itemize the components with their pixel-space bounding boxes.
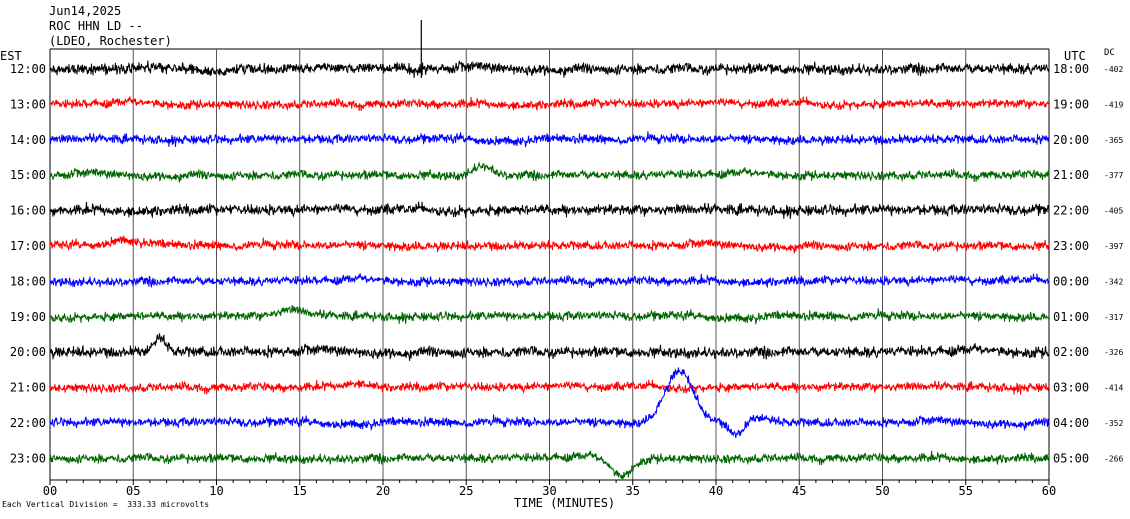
row-label-left: 14:00	[10, 133, 46, 147]
station-source: (LDEO, Rochester)	[49, 34, 172, 48]
row-label-left: 15:00	[10, 168, 46, 182]
x-tick-label: 05	[126, 484, 140, 498]
row-label-right: 01:00	[1053, 310, 1089, 324]
row-label-left: 16:00	[10, 204, 46, 218]
row-label-right: 02:00	[1053, 345, 1089, 359]
trace-1200	[49, 60, 1050, 79]
row-label-right: 21:00	[1053, 168, 1089, 182]
x-axis-title: TIME (MINUTES)	[514, 496, 616, 510]
dc-offset-header: DC	[1104, 48, 1115, 58]
left-timezone-label: EST	[0, 49, 22, 63]
row-label-left: 21:00	[10, 381, 46, 395]
trace-2100	[49, 379, 1050, 395]
x-tick-label: 35	[626, 484, 640, 498]
x-tick-label: 00	[43, 484, 57, 498]
row-label-left: 12:00	[10, 62, 46, 76]
row-label-left: 19:00	[10, 310, 46, 324]
x-tick-label: 60	[1042, 484, 1056, 498]
x-tick-label: 40	[709, 484, 723, 498]
trace-1800	[49, 273, 1050, 289]
row-dc-offset: -365	[1104, 136, 1123, 145]
row-label-right: 03:00	[1053, 381, 1089, 395]
row-label-left: 17:00	[10, 239, 46, 253]
row-dc-offset: -266	[1104, 454, 1123, 463]
row-dc-offset: -342	[1104, 277, 1123, 286]
row-dc-offset: -377	[1104, 171, 1123, 180]
trace-1400	[49, 131, 1050, 149]
row-dc-offset: -352	[1104, 419, 1123, 428]
row-dc-offset: -402	[1104, 65, 1123, 74]
row-labels: 12:00 18:00 -402 13:00 19:00 -419 14:00 20:00 -3…	[10, 62, 1124, 465]
x-tick-label: 45	[792, 484, 806, 498]
row-label-right: 22:00	[1053, 204, 1089, 218]
trace-1900	[49, 304, 1050, 326]
right-timezone-label: UTC	[1064, 49, 1086, 63]
row-label-right: 18:00	[1053, 62, 1089, 76]
row-label-right: 04:00	[1053, 416, 1089, 430]
x-tick-label: 10	[209, 484, 223, 498]
trace-1300	[49, 96, 1050, 112]
row-label-left: 18:00	[10, 274, 46, 288]
row-dc-offset: -317	[1104, 313, 1123, 322]
x-tick-label: 15	[293, 484, 307, 498]
row-label-right: 05:00	[1053, 451, 1089, 465]
x-tick-label: 25	[459, 484, 473, 498]
trace-2000	[49, 333, 1050, 361]
row-label-left: 20:00	[10, 345, 46, 359]
row-dc-offset: -326	[1104, 348, 1123, 357]
scale-footnote: Each Vertical Division = 333.33 microvol…	[2, 500, 210, 509]
row-label-right: 00:00	[1053, 274, 1089, 288]
row-dc-offset: -397	[1104, 242, 1123, 251]
trace-1500	[49, 161, 1050, 183]
trace-1600	[49, 201, 1050, 219]
trace-2200	[49, 367, 1050, 438]
row-dc-offset: -414	[1104, 384, 1123, 393]
row-label-left: 23:00	[10, 451, 46, 465]
row-label-right: 20:00	[1053, 133, 1089, 147]
x-tick-label: 20	[376, 484, 390, 498]
x-tick-label: 30	[542, 484, 556, 498]
row-dc-offset: -419	[1104, 100, 1123, 109]
row-label-left: 22:00	[10, 416, 46, 430]
row-label-left: 13:00	[10, 97, 46, 111]
time-axis: 00 05 10 15 20 25 30 35 40 45 50 55 60	[43, 479, 1056, 498]
time-gridlines	[49, 48, 1050, 480]
row-label-right: 19:00	[1053, 97, 1089, 111]
row-label-right: 23:00	[1053, 239, 1089, 253]
row-dc-offset: -405	[1104, 207, 1123, 216]
station-code: ROC HHN LD --	[49, 19, 143, 33]
x-tick-label: 50	[875, 484, 889, 498]
seismic-traces	[49, 20, 1050, 480]
trace-1700	[49, 235, 1050, 254]
x-tick-label: 55	[959, 484, 973, 498]
trace-2300	[49, 450, 1050, 480]
record-date: Jun14,2025	[49, 4, 122, 18]
